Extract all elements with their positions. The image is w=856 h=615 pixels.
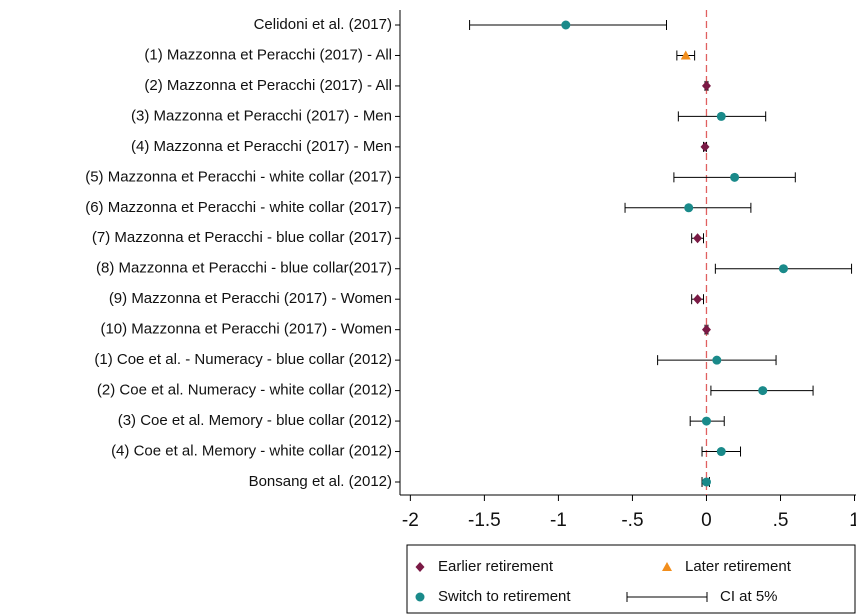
circle-marker [730, 172, 740, 182]
y-tick-label: (3) Mazzonna et Peracchi (2017) - Men [131, 107, 392, 124]
y-tick-label: (6) Mazzonna et Peracchi - white collar … [85, 199, 392, 216]
triangle-marker [680, 50, 691, 60]
diamond-marker [693, 294, 703, 305]
y-tick-label: (4) Coe et al. Memory - white collar (20… [111, 443, 392, 460]
diamond-marker [701, 80, 711, 91]
legend-label: CI at 5% [720, 588, 778, 605]
circle-marker [701, 477, 711, 487]
legend-label: Earlier retirement [438, 558, 554, 575]
circle-marker [758, 386, 768, 396]
legend-label: Switch to retirement [438, 588, 571, 605]
y-tick-label: Celidoni et al. (2017) [254, 16, 392, 33]
circle-marker [701, 416, 711, 426]
y-tick-label: (4) Mazzonna et Peracchi (2017) - Men [131, 138, 392, 155]
circle-marker [684, 203, 694, 213]
circle-marker [561, 20, 571, 30]
x-tick-label: -1.5 [468, 510, 501, 531]
diamond-marker [693, 233, 703, 244]
y-tick-label: (8) Mazzonna et Peracchi - blue collar(2… [96, 260, 392, 277]
circle-marker [415, 592, 425, 602]
diamond-marker [701, 324, 711, 335]
y-tick-label: (2) Coe et al. Numeracy - white collar (… [97, 382, 392, 399]
circle-marker [778, 264, 788, 274]
circle-marker [712, 355, 722, 365]
y-tick-label: (5) Mazzonna et Peracchi - white collar … [85, 168, 392, 185]
x-tick-label: -2 [402, 510, 419, 531]
y-tick-label: (2) Mazzonna et Peracchi (2017) - All [144, 77, 392, 94]
x-tick-label: -.5 [621, 510, 643, 531]
diamond-marker [415, 562, 425, 572]
diamond-marker [700, 141, 710, 152]
legend-box [406, 544, 856, 614]
y-tick-label: (7) Mazzonna et Peracchi - blue collar (… [92, 229, 392, 246]
circle-marker [716, 447, 726, 457]
y-tick-label: (1) Mazzonna et Peracchi (2017) - All [144, 46, 392, 63]
y-tick-label: Bonsang et al. (2012) [249, 473, 392, 490]
x-tick-label: -1 [550, 510, 567, 531]
legend-label: Later retirement [685, 558, 792, 575]
x-tick-label: 0 [701, 510, 712, 531]
triangle-marker [662, 562, 672, 571]
x-tick-label: .5 [773, 510, 789, 531]
y-tick-label: (10) Mazzonna et Peracchi (2017) - Women [100, 321, 392, 338]
y-tick-label: (3) Coe et al. Memory - blue collar (201… [118, 412, 392, 429]
x-tick-label: 1 [849, 510, 856, 531]
y-tick-label: (9) Mazzonna et Peracchi (2017) - Women [109, 290, 392, 307]
circle-marker [716, 111, 726, 121]
y-tick-label: (1) Coe et al. - Numeracy - blue collar … [94, 351, 392, 368]
